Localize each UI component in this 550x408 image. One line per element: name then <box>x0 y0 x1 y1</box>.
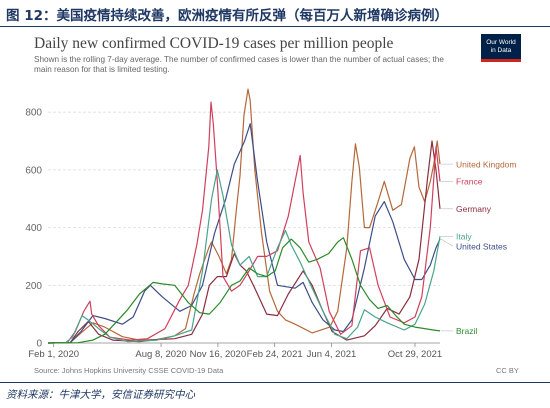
y-tick-label: 0 <box>36 339 42 350</box>
legend-label-united-kingdom: United Kingdom <box>456 159 516 169</box>
y-tick-label: 200 <box>25 281 42 292</box>
series-line-united-states <box>47 123 441 344</box>
chart-subtitle: Shown is the rolling 7-day average. The … <box>34 55 444 74</box>
figure-header: 图 12：美国疫情持续改善，欧洲疫情有所反弹（每百万人新增确诊病例） <box>0 0 550 27</box>
legend-label-united-states: United States <box>456 241 507 251</box>
figure-title: 图 12：美国疫情持续改善，欧洲疫情有所反弹（每百万人新增确诊病例） <box>6 8 448 24</box>
legend-label-germany: Germany <box>456 204 492 214</box>
legend-label-france: France <box>456 177 483 187</box>
series-line-germany <box>47 140 441 344</box>
x-tick-label: Oct 29, 2021 <box>388 349 442 360</box>
axis-layer: 0 200 400 600 800 Feb 1, 2020 Aug 8, 2020 Nov 1… <box>25 108 442 360</box>
y-tick-label: 400 <box>25 223 42 234</box>
x-tick-label: Feb 1, 2020 <box>28 349 79 360</box>
legend-label-italy: Italy <box>456 231 472 241</box>
owid-logo-bar <box>481 59 521 62</box>
owid-logo: Our World in Data <box>481 34 521 62</box>
y-tick-label: 600 <box>25 165 42 176</box>
series-layer <box>47 88 441 344</box>
chart-license: CC BY <box>496 366 519 375</box>
y-tick-label: 800 <box>25 108 42 119</box>
x-tick-label: Feb 24, 2021 <box>247 349 303 360</box>
legend-connector-united-states <box>440 238 454 247</box>
series-line-united-kingdom <box>47 88 441 344</box>
chart-source: Source: Johns Hopkins University CSSE CO… <box>34 366 224 375</box>
series-line-italy <box>47 169 441 344</box>
x-tick-label: Aug 8, 2020 <box>135 349 186 360</box>
figure-source: 资料来源：牛津大学，安信证券研究中心 <box>6 389 195 401</box>
series-line-france <box>47 101 441 344</box>
series-line-brazil <box>47 237 441 344</box>
grid-layer <box>48 111 440 344</box>
x-tick-label: Nov 16, 2020 <box>190 349 247 360</box>
owid-logo-line2: in Data <box>490 46 512 54</box>
x-tick-label: Jun 4, 2021 <box>307 349 357 360</box>
legend-label-brazil: Brazil <box>456 326 477 336</box>
chart-title: Daily new confirmed COVID-19 cases per m… <box>34 35 394 52</box>
owid-logo-line1: Our World <box>486 39 516 46</box>
footer-divider <box>0 382 550 383</box>
